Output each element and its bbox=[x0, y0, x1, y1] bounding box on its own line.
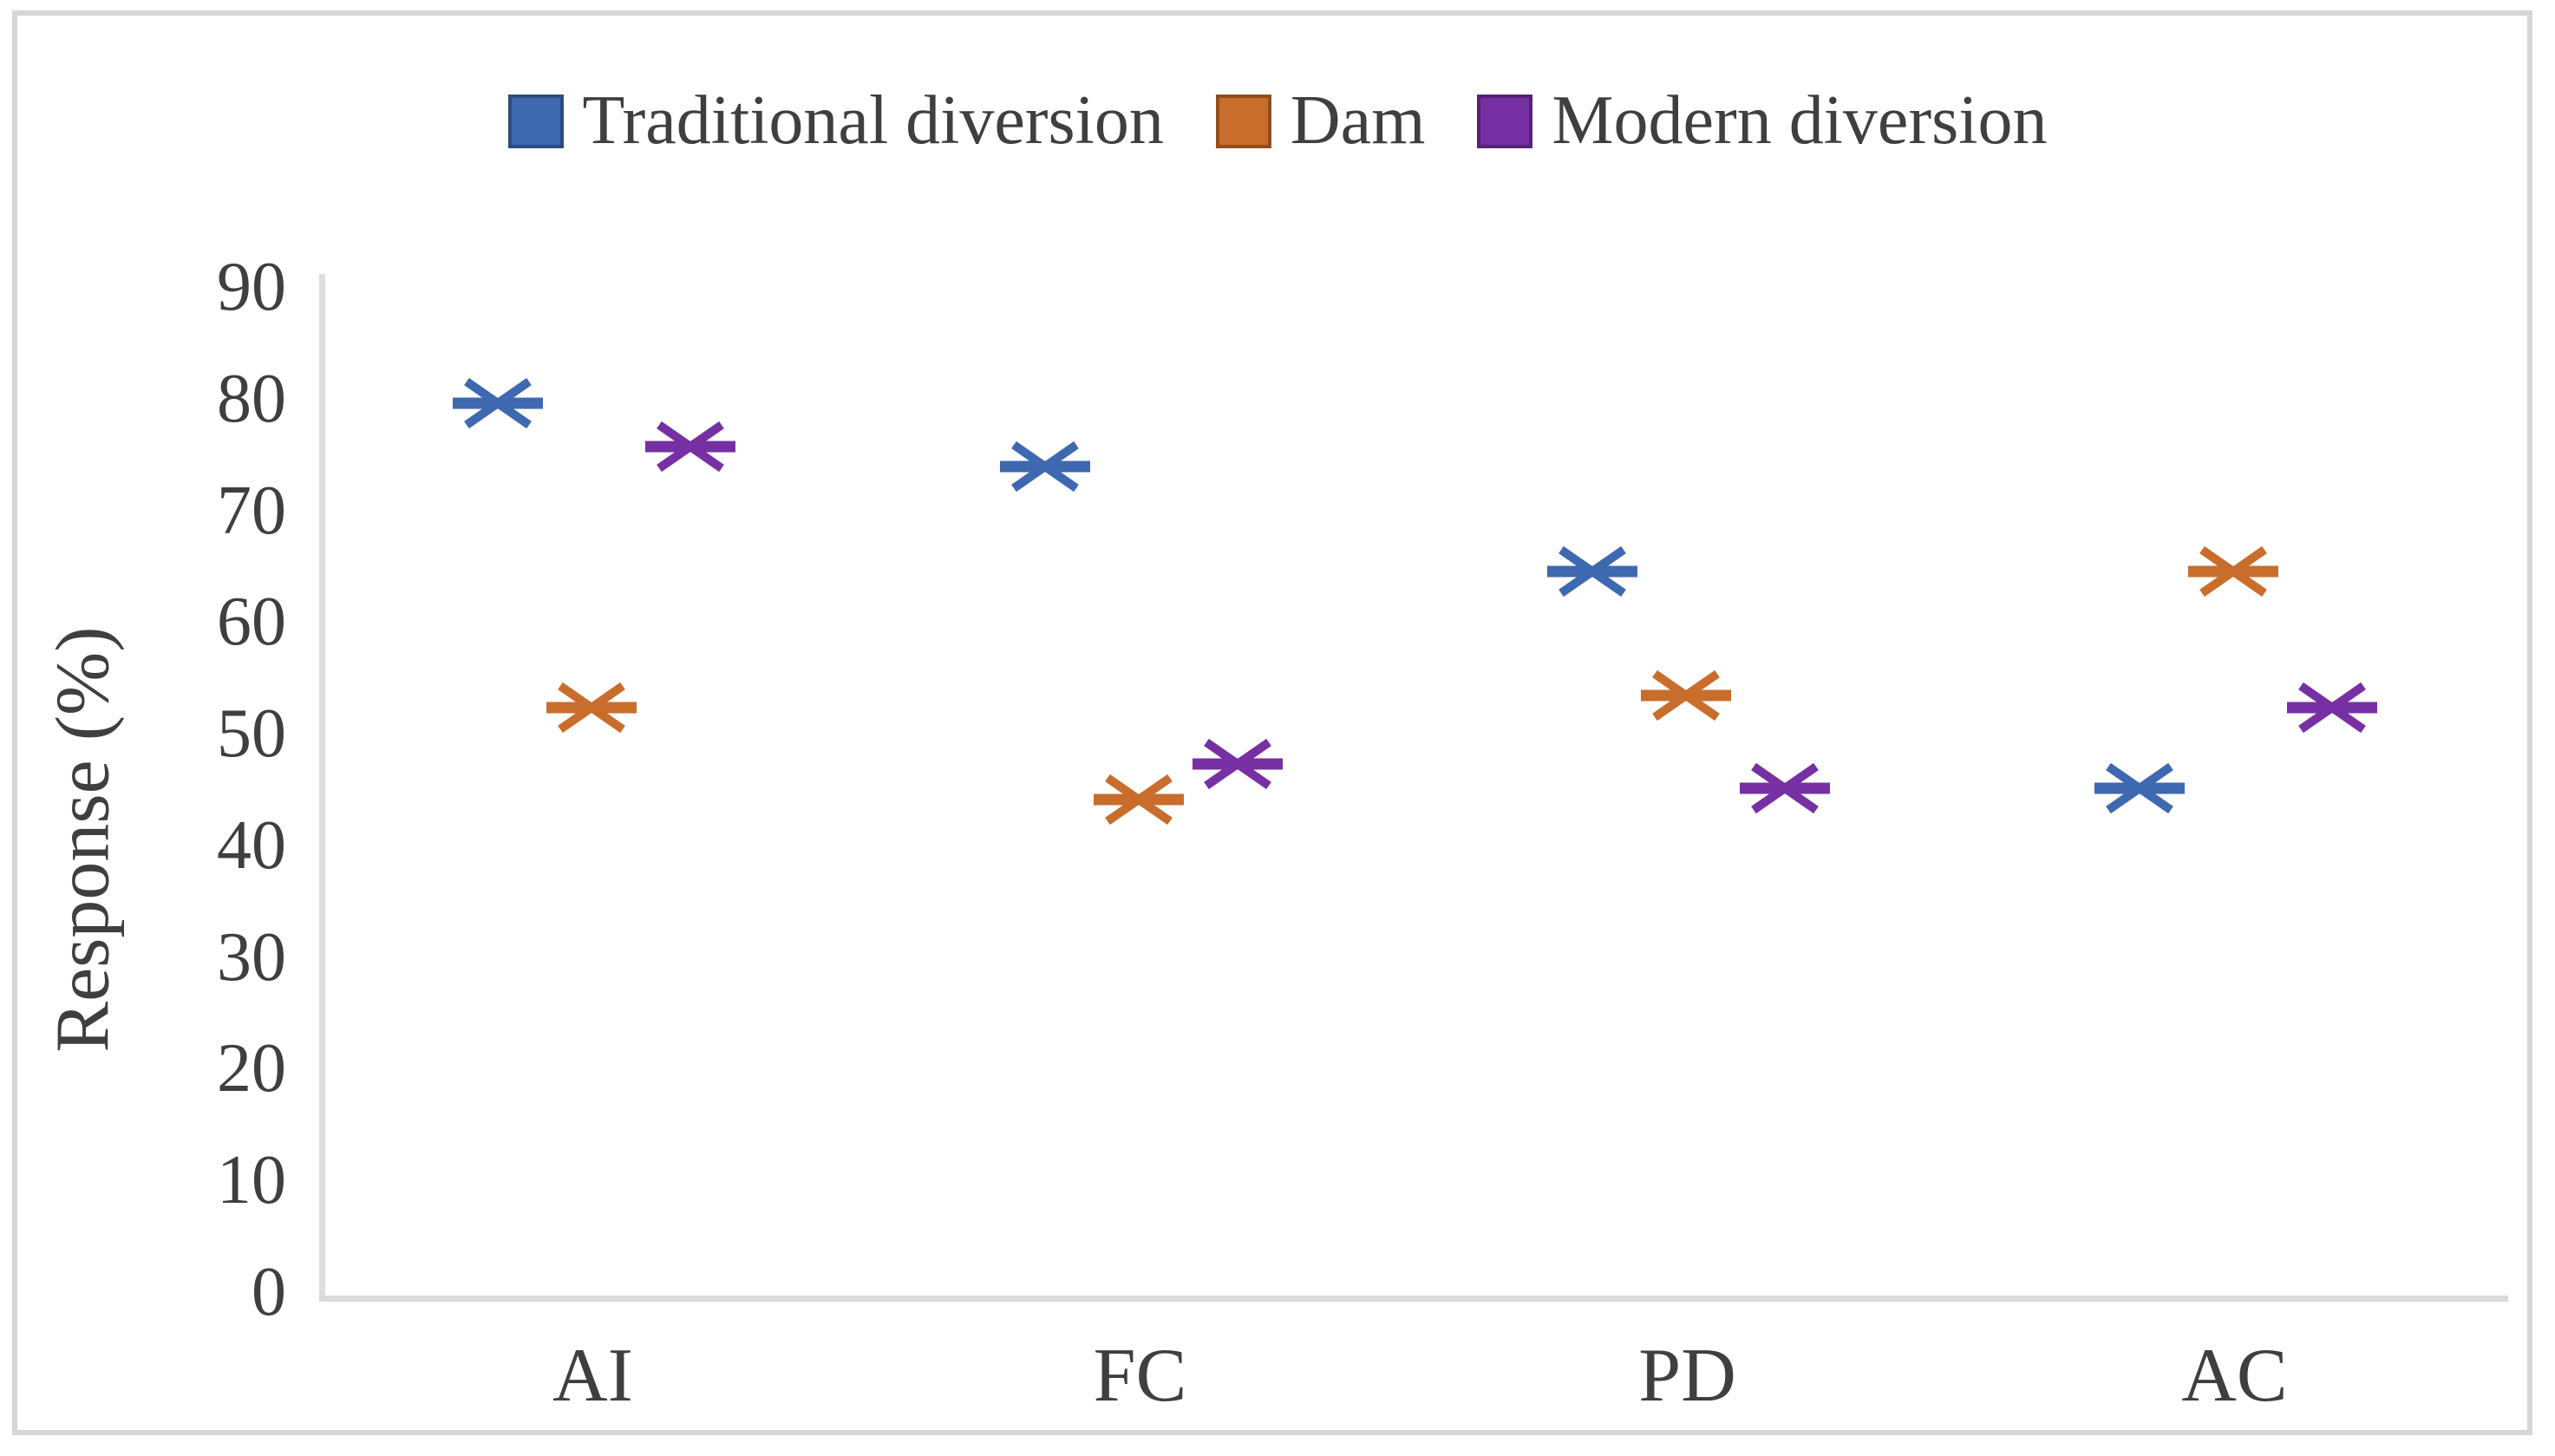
data-point-modern-diversion-ac bbox=[2286, 682, 2377, 734]
legend-label-modern-diversion: Modern diversion bbox=[1552, 82, 2048, 159]
data-point-dam-fc bbox=[1093, 774, 1184, 826]
y-tick-label-40: 40 bbox=[217, 806, 286, 884]
y-tick-label-70: 70 bbox=[217, 472, 286, 549]
data-point-traditional-diversion-ac bbox=[2094, 763, 2185, 814]
data-point-dam-ac bbox=[2187, 546, 2278, 597]
y-tick-label-10: 10 bbox=[217, 1142, 286, 1219]
data-point-traditional-diversion-fc bbox=[999, 441, 1090, 493]
legend-label-traditional-diversion: Traditional diversion bbox=[582, 82, 1164, 159]
y-tick-label-90: 90 bbox=[217, 249, 286, 325]
x-axis-line bbox=[319, 1296, 2508, 1302]
y-tick-label-0: 0 bbox=[252, 1254, 286, 1330]
legend-swatch-traditional-diversion-icon bbox=[507, 94, 564, 148]
data-point-modern-diversion-fc bbox=[1192, 738, 1283, 789]
chart-outer-border bbox=[12, 10, 2532, 1435]
data-point-traditional-diversion-ai bbox=[452, 377, 543, 429]
y-tick-label-20: 20 bbox=[217, 1030, 286, 1107]
legend-item-traditional-diversion: Traditional diversion bbox=[507, 82, 1164, 160]
legend-label-dam: Dam bbox=[1290, 82, 1426, 159]
y-tick-label-30: 30 bbox=[217, 918, 286, 996]
data-point-modern-diversion-ai bbox=[644, 421, 735, 473]
x-category-label-pd: PD bbox=[1638, 1334, 1736, 1418]
chart-legend: Traditional diversion Dam Modern diversi… bbox=[0, 82, 2555, 160]
legend-swatch-dam-icon bbox=[1215, 94, 1271, 148]
data-point-traditional-diversion-pd bbox=[1546, 546, 1637, 597]
y-tick-label-60: 60 bbox=[217, 584, 286, 661]
legend-swatch-modern-diversion-icon bbox=[1477, 94, 1533, 148]
y-axis-line bbox=[319, 274, 325, 1302]
data-point-dam-ai bbox=[546, 682, 637, 734]
y-tick-label-80: 80 bbox=[217, 360, 286, 437]
data-point-dam-pd bbox=[1640, 670, 1731, 721]
x-category-label-fc: FC bbox=[1093, 1334, 1187, 1418]
legend-item-modern-diversion: Modern diversion bbox=[1477, 82, 2047, 160]
x-category-label-ai: AI bbox=[552, 1334, 633, 1418]
y-tick-label-50: 50 bbox=[217, 695, 286, 773]
legend-item-dam: Dam bbox=[1215, 82, 1426, 160]
x-category-label-ac: AC bbox=[2181, 1334, 2288, 1418]
data-point-modern-diversion-pd bbox=[1739, 763, 1830, 814]
